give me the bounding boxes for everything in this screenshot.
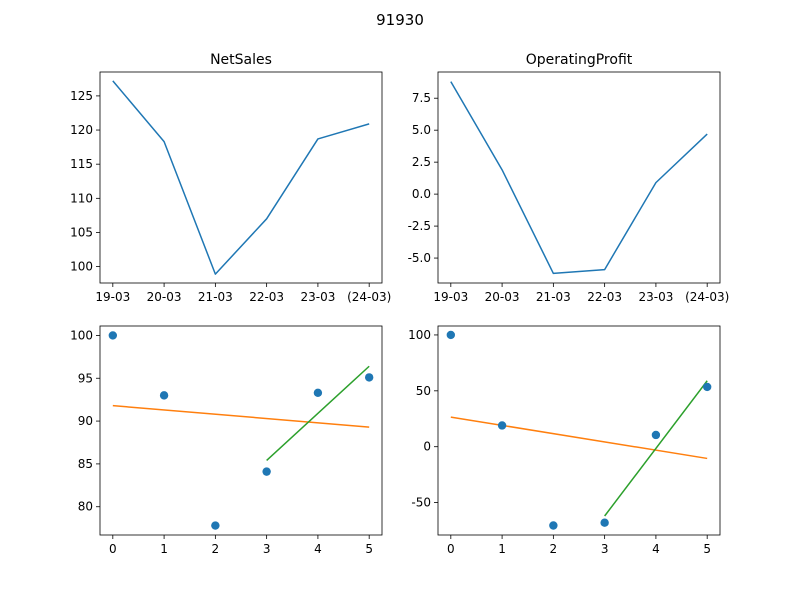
y-tick-label: 85 [78,457,93,471]
subplot-0: NetSales 19-03 20-03 21-03 22-03 23-03 (24-03)… [70,52,391,304]
x-tick-label: 20-03 [485,290,520,304]
x-tick-label: 19-03 [433,290,468,304]
y-tick-label: 125 [70,89,93,103]
x-tick-label: 1 [160,542,168,556]
subplot-2: 0 1 2 3 4 5 80 85 90 95 100 [70,325,383,556]
fit-line [266,365,370,462]
x-tick-label: 0 [447,542,455,556]
axes-frame [437,325,721,536]
y-tick-label: 105 [70,225,93,239]
y-tick-label: 100 [70,328,93,342]
scatter-point [702,382,712,392]
x-tick-label: 2 [550,542,558,556]
subplots: NetSales 19-03 20-03 21-03 22-03 23-03 (24-03)… [70,52,729,556]
y-tick-label: -50 [411,496,431,510]
x-tick-label: 22-03 [249,290,284,304]
x-tick-label: 22-03 [587,290,622,304]
y-tick-label: 0.0 [412,187,431,201]
y-tick-label: 80 [78,500,93,514]
scatter-point [600,518,609,527]
x-tick-label: 4 [314,542,322,556]
y-tick-label: 90 [78,414,93,428]
scatter-point [549,521,558,530]
scatter-point [497,421,507,430]
y-tick-label: 115 [70,157,93,171]
x-tick-label: 5 [703,542,711,556]
subplot-title: OperatingProfit [526,52,633,68]
x-tick-label: (24-03) [347,290,391,304]
x-tick-label: 1 [498,542,506,556]
subplot-3: 0 1 2 3 4 5 -50 0 50 100 [408,325,721,556]
subplot-title: NetSales [210,52,272,68]
y-tick-label: 100 [408,328,431,342]
x-tick-label: 20-03 [147,290,182,304]
scatter-point [159,391,169,400]
y-tick-label: 100 [70,260,93,274]
figure-suptitle: 91930 [376,11,424,29]
y-tick-label: 95 [78,371,93,385]
scatter-point [313,388,323,398]
x-tick-label: (24-03) [685,290,729,304]
fit-line [604,380,708,517]
subplot-1: OperatingProfit 19-03 20-03 21-03 22-03 23-03… [408,52,730,304]
scatter-point [108,331,118,340]
y-tick-label: 0 [423,440,431,454]
y-tick-label: 5.0 [412,123,431,137]
scatter-point [364,373,374,382]
y-tick-label: -5.0 [408,251,431,265]
x-tick-label: 19-03 [95,290,130,304]
x-tick-label: 0 [109,542,117,556]
scatter-point [446,330,456,340]
x-tick-label: 3 [263,542,271,556]
axes-frame [99,325,383,536]
fit-line [112,404,370,428]
axes-frame [437,71,721,284]
fit-line [450,416,708,460]
series-line [450,81,708,275]
x-tick-label: 23-03 [638,290,673,304]
x-tick-label: 21-03 [536,290,571,304]
series-line [112,80,370,275]
x-tick-label: 21-03 [198,290,233,304]
y-tick-label: 110 [70,191,93,205]
scatter-point [262,467,271,476]
x-tick-label: 4 [652,542,660,556]
x-tick-label: 23-03 [300,290,335,304]
x-tick-label: 5 [365,542,373,556]
x-tick-label: 2 [212,542,220,556]
y-tick-label: 7.5 [412,91,431,105]
scatter-point [211,521,220,530]
y-tick-label: 50 [416,384,431,398]
y-tick-label: -2.5 [408,219,431,233]
y-tick-label: 2.5 [412,155,431,169]
scatter-point [651,430,661,440]
x-tick-label: 3 [601,542,609,556]
axes-frame [99,71,383,284]
y-tick-label: 120 [70,123,93,137]
